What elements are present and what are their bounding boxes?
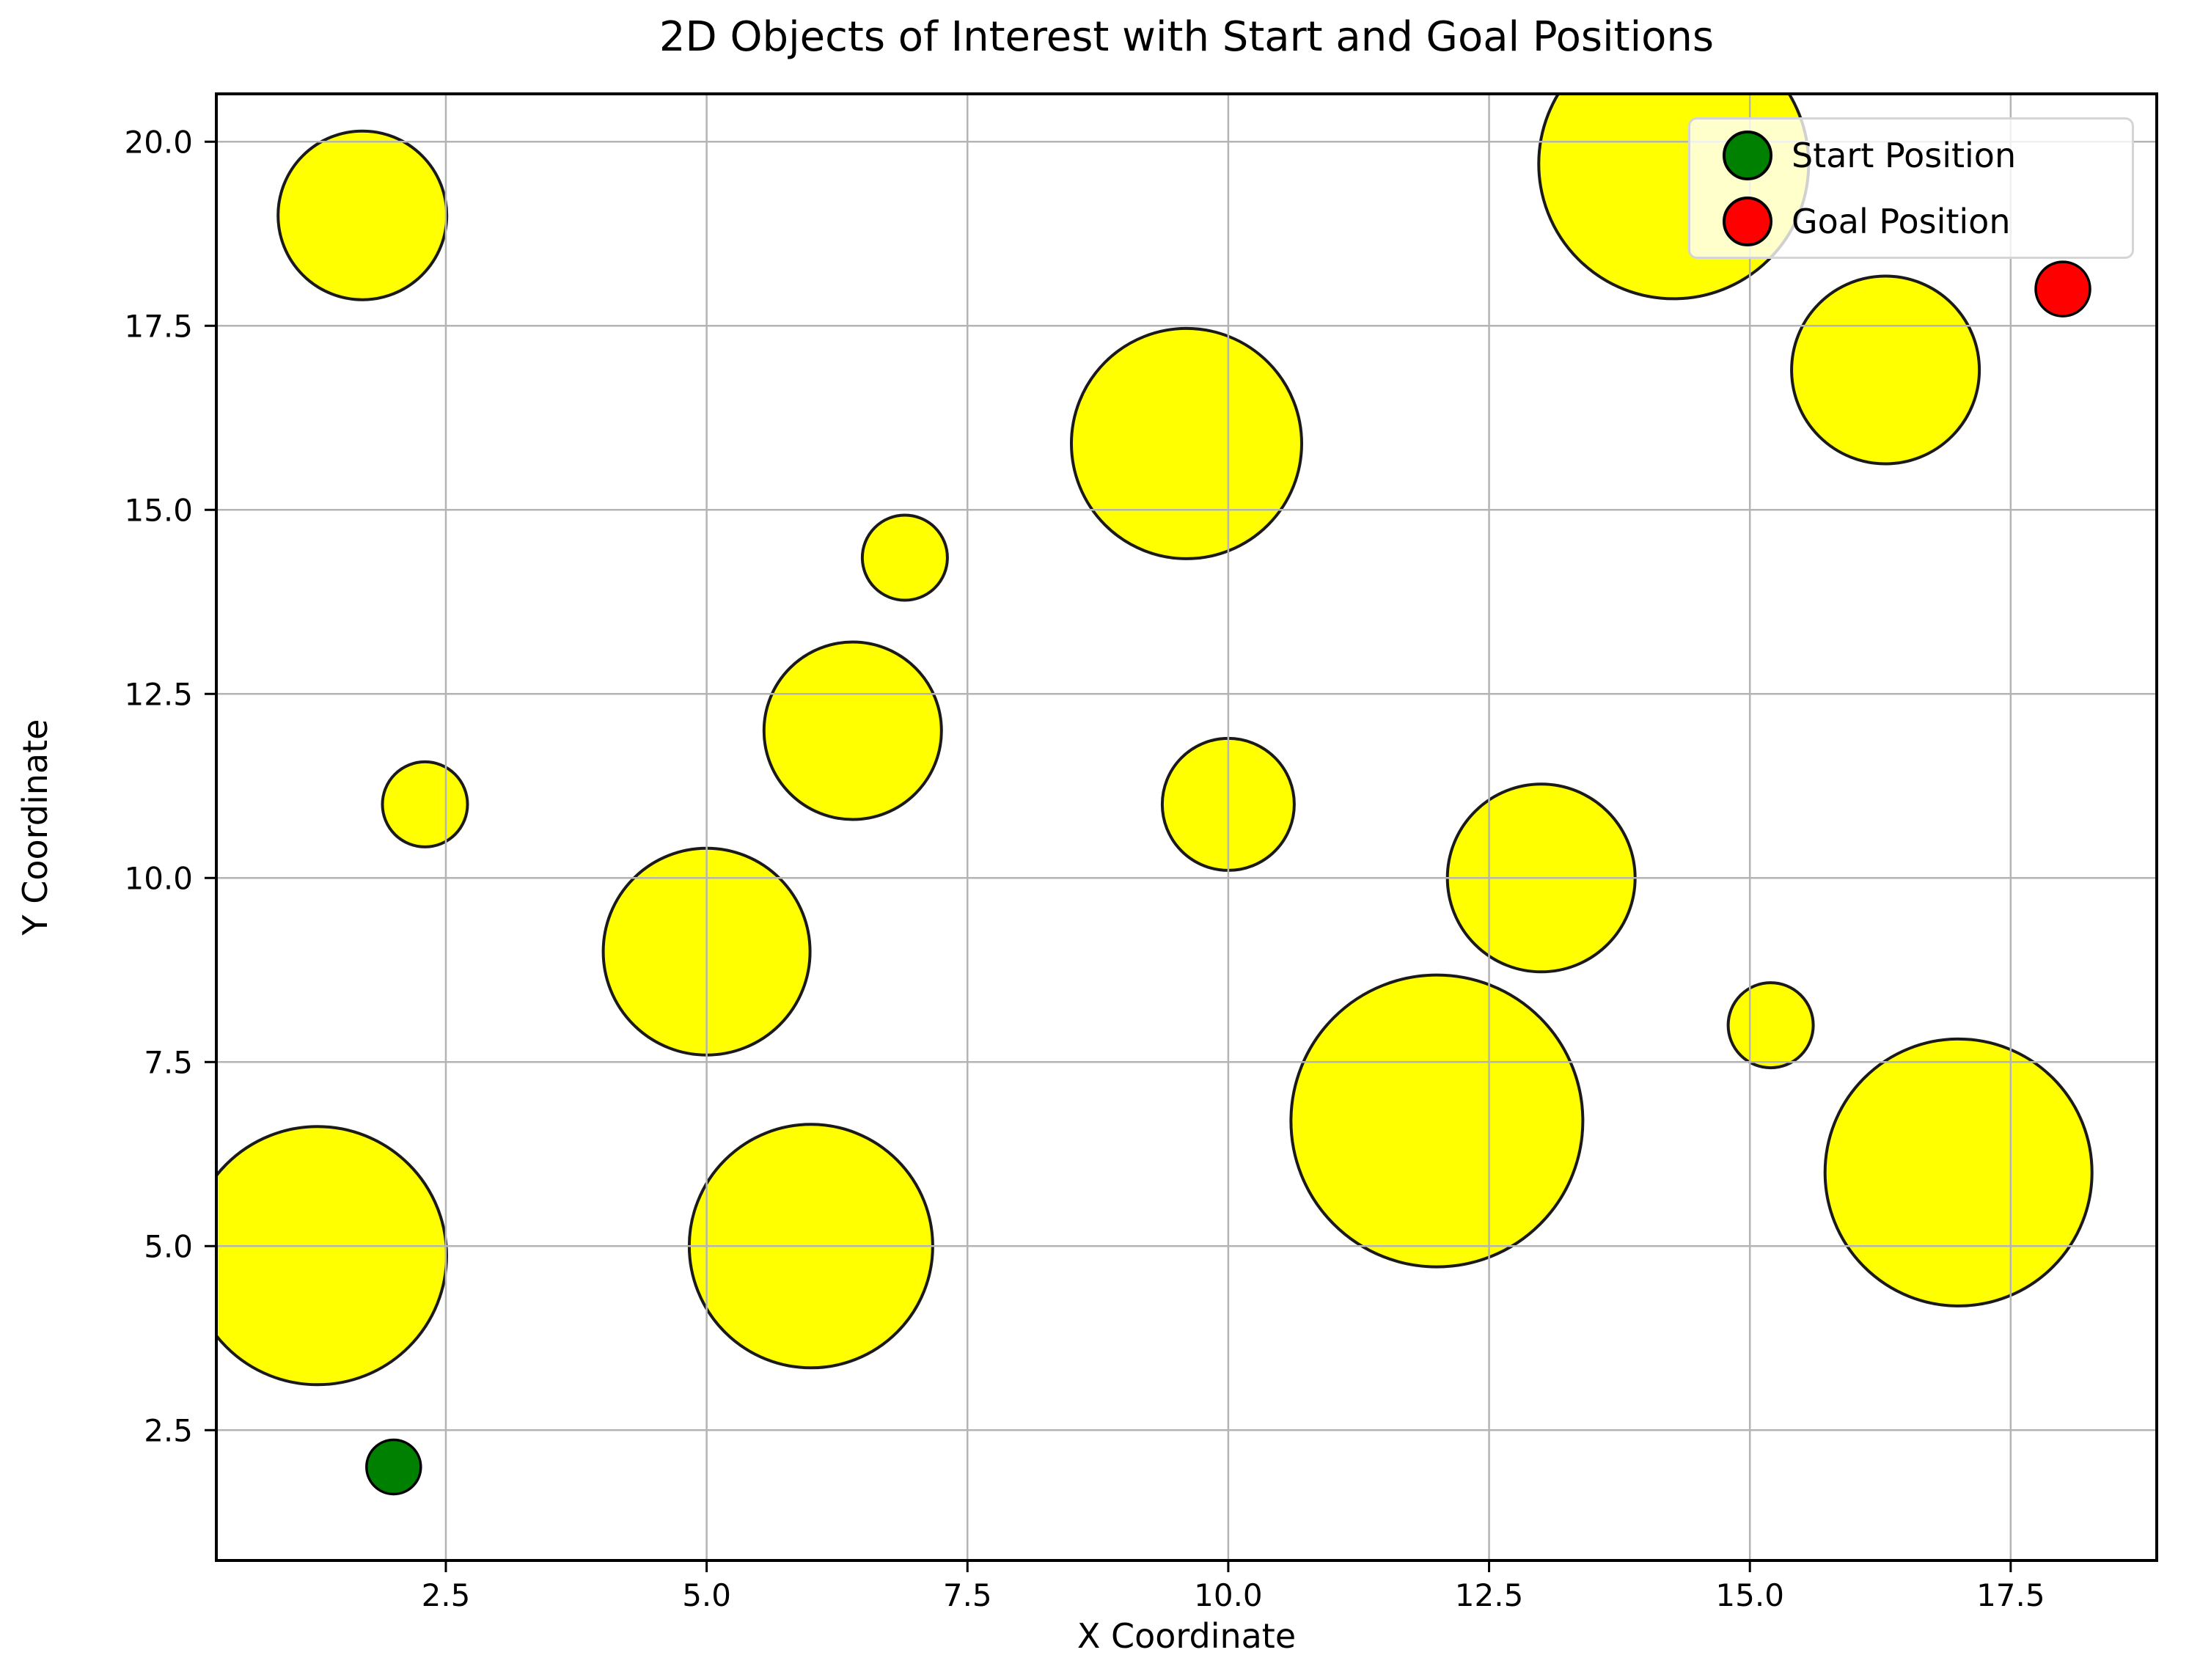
obstacle-circle [381,760,469,848]
obstacle-circle [860,513,949,602]
obstacle-circle [762,640,943,821]
x-axis-label: X Coordinate [1077,1616,1297,1656]
x-tick-label: 12.5 [1455,1577,1524,1613]
legend: Start Position Goal Position [1688,117,2134,259]
y-tick-label: 2.5 [144,1412,193,1448]
y-axis-label: Y Coordinate [15,719,55,936]
y-tick-label: 20.0 [124,124,193,160]
obstacle-circle [1726,981,1815,1070]
obstacle-circle [216,1125,448,1387]
x-tick-label: 7.5 [943,1577,992,1613]
obstacle-circle [1070,326,1303,560]
chart-title: 2D Objects of Interest with Start and Go… [659,13,1715,61]
y-tick-label: 17.5 [124,308,193,344]
axes-spines [215,92,2158,1562]
goal-position-marker [2034,260,2091,318]
goal-marker-icon [1723,196,1772,246]
scatter-layer [216,94,2094,1496]
y-tick-label: 7.5 [144,1044,193,1080]
y-tick-label: 12.5 [124,676,193,712]
x-tick-label: 15.0 [1715,1577,1784,1613]
y-tick-label: 10.0 [124,860,193,896]
obstacle-circle [1289,973,1585,1269]
x-tick-label: 2.5 [422,1577,471,1613]
start-marker-icon [1723,130,1772,180]
obstacle-circle [1790,274,1981,466]
tick-layer [205,140,2012,1572]
y-tick-label: 5.0 [144,1228,193,1264]
x-tick-label: 10.0 [1194,1577,1263,1613]
legend-label-goal: Goal Position [1792,201,2011,241]
legend-label-start: Start Position [1792,135,2017,175]
start-position-marker [365,1438,422,1496]
y-tick-label: 15.0 [124,492,193,528]
obstacle-circle [1823,1037,2094,1307]
x-tick-label: 5.0 [682,1577,731,1613]
tick-label-layer: 2.5 5.0 7.5 10.0 12.5 15.0 17.5 2.5 5.0 7.5 10.0 12… [124,124,2045,1613]
x-tick-label: 17.5 [1976,1577,2045,1613]
legend-item-goal: Goal Position [1723,196,2132,246]
obstacle-circle [276,129,449,301]
legend-item-start: Start Position [1723,130,2132,180]
